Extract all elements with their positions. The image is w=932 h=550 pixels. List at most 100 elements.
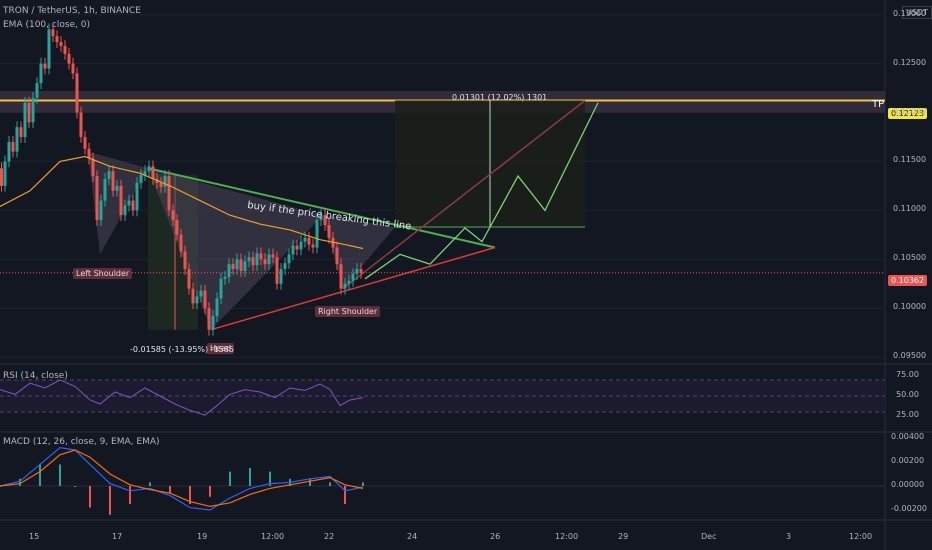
macd-histogram-bar xyxy=(149,482,151,486)
macd-histogram-bar xyxy=(329,482,331,486)
rsi-tick-label: 25.00 xyxy=(896,410,919,419)
right-shoulder-label: Right Shoulder xyxy=(315,306,381,317)
candle-body xyxy=(347,280,351,284)
price-tick-label: 0.12000 xyxy=(893,106,927,116)
macd-histogram-bar xyxy=(309,478,311,486)
candle-body xyxy=(267,254,271,265)
candle-body xyxy=(67,53,71,64)
candle-body xyxy=(99,200,103,221)
candle-body xyxy=(127,200,131,206)
candle-body xyxy=(299,241,303,250)
time-tick-label: 29 xyxy=(618,532,629,541)
macd-histogram-bar xyxy=(269,471,271,486)
candle-body xyxy=(291,245,295,255)
candle-body xyxy=(47,29,51,69)
candle-body xyxy=(207,308,211,330)
price-tick-label: 0.11000 xyxy=(893,204,927,214)
projected-path xyxy=(364,102,599,280)
candle-body xyxy=(211,316,215,330)
macd-histogram-bar xyxy=(129,486,131,504)
price-tick-label: 0.12500 xyxy=(893,57,927,67)
macd-tick-label: 0.00000 xyxy=(891,480,925,489)
currency-badge[interactable]: USDT xyxy=(902,6,932,19)
candle-body xyxy=(95,176,99,221)
candle-body xyxy=(323,215,327,226)
left-shoulder-shape xyxy=(88,151,148,255)
ema-indicator-label[interactable]: EMA (100, close, 0) xyxy=(3,20,91,30)
head-label: Head xyxy=(207,343,234,354)
candle-body xyxy=(55,36,59,43)
macd-histogram-bar xyxy=(59,464,61,486)
candle-body xyxy=(199,290,203,297)
candle-body xyxy=(83,136,87,149)
candle-body xyxy=(135,182,139,211)
macd-histogram-bar xyxy=(189,486,191,504)
rsi-tick-label: 50.00 xyxy=(896,390,919,399)
candle-body xyxy=(107,171,111,180)
candle-body xyxy=(311,244,315,248)
candle-body xyxy=(163,176,167,187)
ema-100-line xyxy=(0,155,364,250)
candle-body xyxy=(175,220,179,235)
candle-body xyxy=(227,264,231,277)
time-tick-label: 17 xyxy=(112,532,123,541)
macd-label[interactable]: MACD (12, 26, close, 9, EMA, EMA) xyxy=(3,437,160,447)
candle-body xyxy=(203,290,207,309)
candle-body xyxy=(19,127,23,137)
candle-body xyxy=(231,264,235,270)
support-line xyxy=(210,246,496,331)
candle-body xyxy=(115,185,119,191)
macd-line xyxy=(0,446,364,511)
candle-body xyxy=(27,102,31,123)
candle-body xyxy=(255,253,259,266)
macd-histogram-bar xyxy=(344,486,346,504)
candle-body xyxy=(171,210,175,221)
candle-body xyxy=(319,215,323,221)
symbol-title: TRON / TetherUS, 1h, BINANCE xyxy=(3,6,141,16)
candle-body xyxy=(79,112,83,137)
candle-body xyxy=(87,148,91,159)
candle-body xyxy=(63,45,67,54)
macd-histogram-bar xyxy=(169,486,171,494)
candle-body xyxy=(307,237,311,245)
neckline xyxy=(147,167,496,249)
candle-body xyxy=(0,168,3,186)
time-tick-label: 22 xyxy=(324,532,335,541)
candle-body xyxy=(139,175,143,183)
head-shape xyxy=(148,168,323,330)
candle-body xyxy=(91,158,95,177)
candle-body xyxy=(235,259,239,270)
candle-body xyxy=(351,273,355,281)
candle-body xyxy=(303,237,307,242)
tp-price-badge: 0.12123 xyxy=(888,108,928,119)
current-price-badge: 0.10362 xyxy=(888,275,928,286)
candle-body xyxy=(283,263,287,270)
candle-body xyxy=(195,296,199,304)
candle-body xyxy=(251,257,255,266)
candle-body xyxy=(315,220,319,248)
macd-histogram-bar xyxy=(19,478,21,486)
candle-body xyxy=(287,254,291,264)
candle-body xyxy=(131,200,135,211)
candle-body xyxy=(271,254,275,258)
macd-histogram-bar xyxy=(109,486,111,515)
price-tick-label: 0.10000 xyxy=(893,302,927,312)
candle-body xyxy=(183,251,187,270)
candle-body xyxy=(359,269,363,273)
candle-body xyxy=(119,185,123,216)
candle-body xyxy=(215,298,219,317)
macd-tick-label: 0.00200 xyxy=(891,456,925,465)
time-tick-label: 12:00 xyxy=(849,532,873,541)
candle-body xyxy=(259,253,263,260)
candle-body xyxy=(327,225,331,238)
candle-body xyxy=(179,234,183,252)
candle-body xyxy=(51,29,55,37)
candle-body xyxy=(59,42,63,46)
time-tick-label: 15 xyxy=(29,532,40,541)
rsi-label[interactable]: RSI (14, close) xyxy=(3,371,68,381)
macd-histogram-bar xyxy=(249,468,251,486)
macd-histogram-bar xyxy=(362,482,364,486)
candle-body xyxy=(7,141,11,162)
